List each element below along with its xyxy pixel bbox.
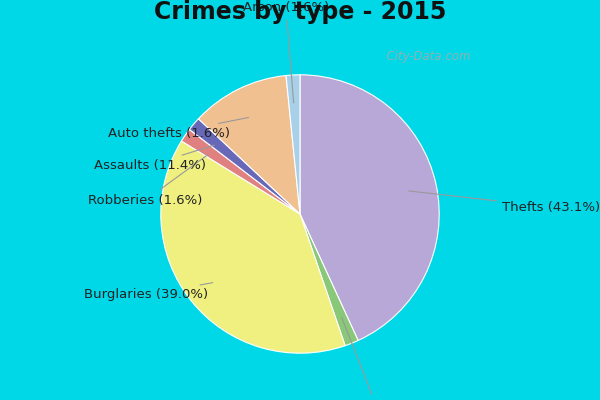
Wedge shape bbox=[300, 75, 439, 340]
Title: Crimes by type - 2015: Crimes by type - 2015 bbox=[154, 0, 446, 24]
Wedge shape bbox=[286, 75, 300, 214]
Text: Robberies (1.6%): Robberies (1.6%) bbox=[88, 155, 208, 206]
Text: Rapes (1.6%): Rapes (1.6%) bbox=[332, 317, 421, 400]
Text: Thefts (43.1%): Thefts (43.1%) bbox=[409, 191, 600, 214]
Text: Assaults (11.4%): Assaults (11.4%) bbox=[94, 145, 214, 172]
Text: Arson (1.6%): Arson (1.6%) bbox=[243, 2, 329, 103]
Text: Burglaries (39.0%): Burglaries (39.0%) bbox=[84, 283, 213, 301]
Wedge shape bbox=[199, 76, 300, 214]
Wedge shape bbox=[190, 119, 300, 214]
Text: City-Data.com: City-Data.com bbox=[379, 50, 470, 64]
Wedge shape bbox=[300, 214, 358, 346]
Wedge shape bbox=[181, 130, 300, 214]
Wedge shape bbox=[161, 141, 345, 353]
Text: Auto thefts (1.6%): Auto thefts (1.6%) bbox=[108, 118, 248, 140]
